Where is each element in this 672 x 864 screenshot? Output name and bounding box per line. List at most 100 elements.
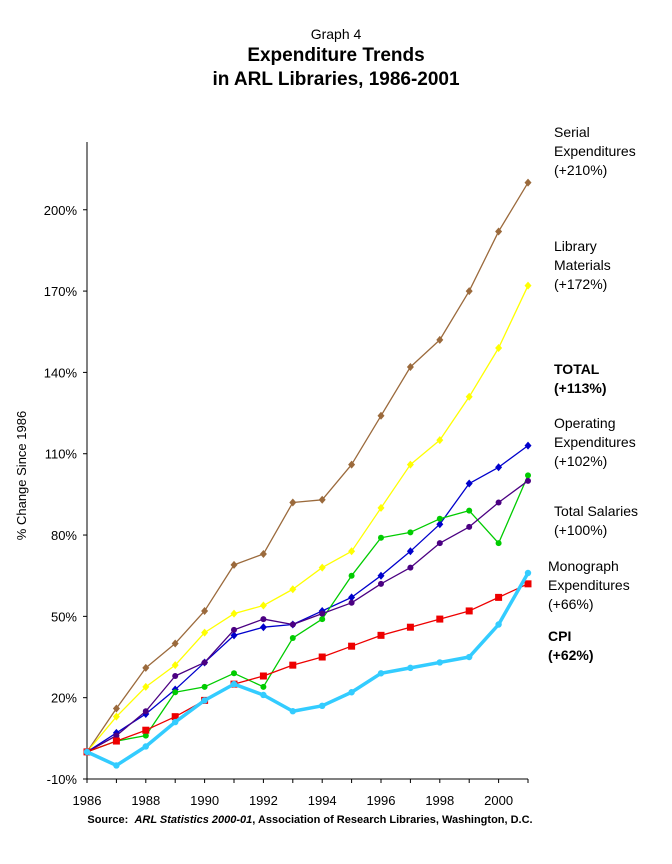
data-point <box>495 463 503 472</box>
y-tick-label: 80% <box>51 528 77 543</box>
data-point <box>142 732 149 739</box>
data-point <box>83 748 91 756</box>
data-point <box>201 697 208 704</box>
data-point <box>142 726 150 734</box>
legend-serial: Serial Expenditures (+210%) <box>554 123 636 180</box>
data-point <box>142 743 149 750</box>
data-point <box>230 560 238 569</box>
legend-library-change: (+172%) <box>554 276 608 292</box>
data-point <box>319 702 326 710</box>
data-point <box>465 287 473 296</box>
data-point <box>495 499 502 506</box>
data-point <box>112 737 120 745</box>
data-point <box>348 599 355 606</box>
data-point <box>260 691 267 699</box>
data-point <box>436 515 443 522</box>
legend-library-line2: Materials <box>554 257 611 273</box>
series-library-materials <box>83 281 532 756</box>
legend-total-name: TOTAL <box>554 361 600 377</box>
chart-title: Expenditure Trends in ARL Libraries, 198… <box>0 44 672 92</box>
data-point <box>436 520 444 529</box>
data-point <box>201 628 209 637</box>
y-tick-label: 140% <box>44 365 78 380</box>
data-point <box>259 672 267 680</box>
y-axis-label: % Change Since 1986 <box>14 411 29 540</box>
data-point <box>289 635 296 642</box>
data-point <box>524 441 532 450</box>
data-point <box>466 653 473 661</box>
data-point <box>231 670 237 677</box>
data-point <box>495 227 503 236</box>
y-tick-label: 110% <box>45 447 78 462</box>
data-point <box>348 642 356 650</box>
legend-cpi: CPI (+62%) <box>548 627 594 665</box>
data-point <box>524 281 532 290</box>
data-point <box>318 563 326 572</box>
legend-operating: Operating Expenditures (+102%) <box>554 414 636 471</box>
data-point <box>231 626 237 633</box>
data-point <box>378 580 384 587</box>
chart-title-line-2: in ARL Libraries, 1986-2001 <box>212 69 460 90</box>
legend-serial-line2: Expenditures <box>554 143 636 159</box>
data-point <box>230 631 238 640</box>
data-point <box>406 362 414 371</box>
x-tick-label: 1988 <box>131 793 160 808</box>
data-point <box>348 460 356 469</box>
y-tick-label: 200% <box>44 203 78 218</box>
data-point <box>407 664 414 672</box>
data-point <box>465 392 473 401</box>
data-point <box>171 639 179 648</box>
data-point <box>525 477 531 484</box>
y-tick-label: 20% <box>51 691 77 706</box>
data-point <box>113 732 120 739</box>
legend-salaries-name: Total Salaries <box>554 503 639 519</box>
series-line <box>86 285 529 753</box>
data-point <box>524 580 532 588</box>
data-point <box>260 683 267 690</box>
data-point <box>319 616 326 623</box>
data-point <box>142 708 149 715</box>
data-point <box>436 540 443 547</box>
data-point <box>142 682 150 691</box>
data-point <box>495 344 503 353</box>
data-point <box>230 609 238 618</box>
data-point <box>406 547 414 556</box>
data-point <box>289 585 297 594</box>
y-tick-label: -10% <box>47 772 78 787</box>
data-point <box>201 683 208 690</box>
legend-monograph: Monograph Expenditures (+66%) <box>548 557 630 614</box>
chart-title-line-1: Expenditure Trends <box>247 45 425 66</box>
data-point <box>201 659 208 666</box>
data-point <box>465 479 473 488</box>
legend-serial-change: (+210%) <box>554 162 608 178</box>
x-tick-label: 2000 <box>484 793 513 808</box>
data-point <box>113 762 120 769</box>
legend-monograph-change: (+66%) <box>548 596 594 612</box>
legend-monograph-line2: Expenditures <box>548 577 630 593</box>
data-point <box>289 708 296 715</box>
data-point <box>495 593 503 601</box>
legend-serial-line1: Serial <box>554 124 590 140</box>
y-tick-label: 170% <box>44 284 78 299</box>
data-point <box>377 411 385 420</box>
legend-monograph-line1: Monograph <box>548 558 619 574</box>
legend-total-change: (+113%) <box>554 380 607 396</box>
x-tick-label: 1998 <box>425 793 454 808</box>
data-point <box>112 704 120 713</box>
data-point <box>319 610 326 617</box>
x-tick-label: 1992 <box>249 793 278 808</box>
data-point <box>348 572 355 579</box>
series-line <box>86 583 529 753</box>
data-point <box>495 621 502 628</box>
graph-number: Graph 4 <box>310 26 362 42</box>
series-line <box>86 182 529 753</box>
data-point <box>348 593 356 602</box>
data-point <box>201 606 209 615</box>
legend-library-materials: Library Materials (+172%) <box>554 237 611 294</box>
data-point <box>171 713 179 721</box>
data-point <box>289 661 297 669</box>
data-point <box>495 540 502 547</box>
series-operating-expenditures <box>84 472 531 755</box>
series-line <box>86 475 529 753</box>
